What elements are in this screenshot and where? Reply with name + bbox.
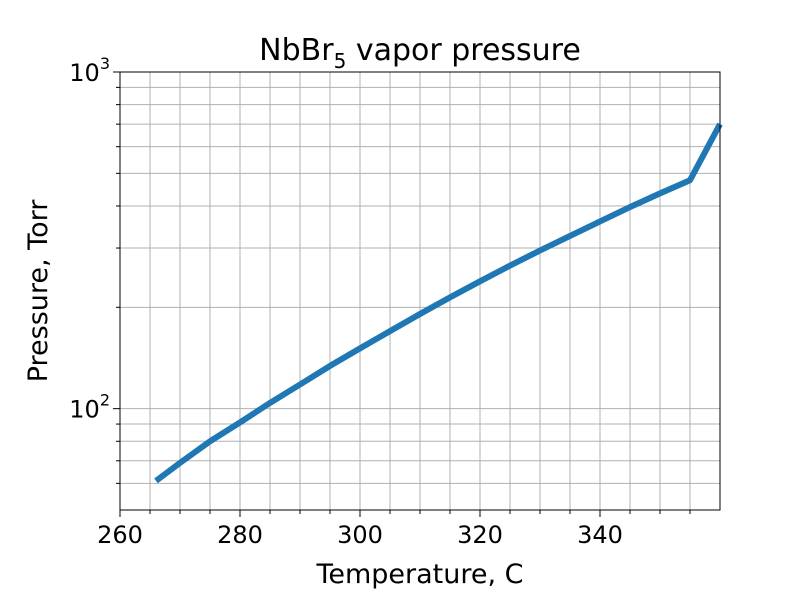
x-tick-label: 340 xyxy=(577,521,623,549)
y-tick-label: 102 xyxy=(69,391,110,424)
tick-labels: 260 280 300 320 340 102 103 xyxy=(69,54,623,549)
series-lines xyxy=(154,122,723,484)
x-tick-label: 300 xyxy=(337,521,383,549)
y-axis-label: Pressure, Torr xyxy=(23,199,54,383)
series-line xyxy=(154,122,723,484)
chart-title: NbBr5 vapor pressure xyxy=(259,33,581,73)
x-tick-label: 320 xyxy=(457,521,503,549)
x-tick-label: 280 xyxy=(217,521,263,549)
x-tick-label: 260 xyxy=(97,521,143,549)
axis-ticks xyxy=(113,71,691,517)
grid xyxy=(119,71,720,510)
x-axis-label: Temperature, C xyxy=(315,559,523,590)
y-tick-label: 103 xyxy=(69,54,110,87)
